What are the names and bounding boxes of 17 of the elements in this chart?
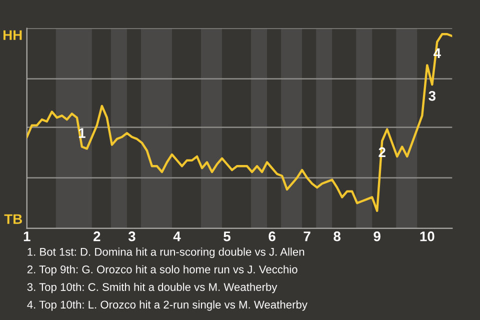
x-tick-label: 1 (24, 232, 30, 242)
x-tick-label: 10 (420, 231, 434, 242)
text: HH (3, 30, 22, 40)
text: 3. Top 10th: C. Smith hit a double vs M. Weatherby (27, 282, 278, 294)
x-tick-label: 9 (374, 231, 380, 242)
x-tick-label: 6 (268, 231, 276, 242)
text: TB (4, 214, 22, 224)
annotation: 3 (428, 90, 436, 101)
x-tick-label: 8 (334, 231, 341, 242)
x-tick-label: 7 (304, 232, 310, 242)
text: 1. Bot 1st: D. Domina hit a run-scoring double vs J. Allen (28, 248, 304, 258)
x-tick-label: 5 (224, 232, 230, 242)
text: 2. Top 9th: G. Orozco hit a solo home run vs J. Vecchio (27, 265, 298, 276)
x-tick-label: 2 (94, 231, 100, 242)
x-tick-label: 3 (128, 231, 136, 242)
x-tick-label: 4 (173, 232, 181, 242)
text: 4. Top 10th: L. Orozco hit a 2-run single vs M. Weatherby (27, 300, 308, 311)
